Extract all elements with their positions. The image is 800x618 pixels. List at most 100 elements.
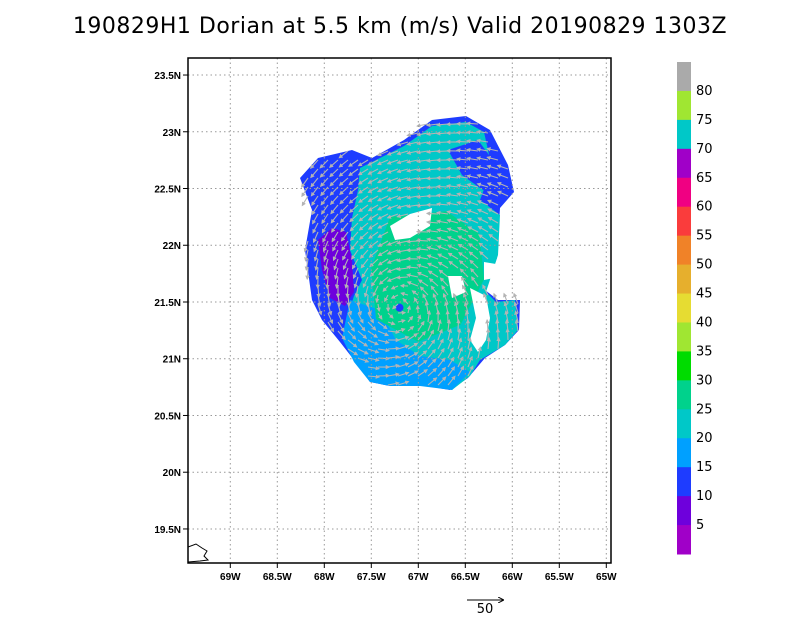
x-tick-label: 68.5W xyxy=(263,572,292,583)
wind-vector xyxy=(496,164,509,170)
wind-vector xyxy=(386,204,399,210)
wind-vector xyxy=(348,195,359,204)
wind-vector xyxy=(342,258,349,271)
wind-vector xyxy=(377,258,389,266)
y-tick-label: 22N xyxy=(163,241,181,252)
wind-vector xyxy=(435,140,449,145)
wind-vector xyxy=(327,303,333,316)
wind-vector xyxy=(456,200,469,206)
wind-vector xyxy=(427,348,436,359)
colorbar-label: 65 xyxy=(696,171,713,186)
wind-vector xyxy=(367,330,379,338)
wind-vector xyxy=(309,159,319,170)
wind-vector xyxy=(487,208,499,215)
wind-vector xyxy=(435,184,449,189)
colorbar-label: 80 xyxy=(696,84,713,99)
wind-vector xyxy=(377,347,390,353)
wind-vector xyxy=(476,156,489,161)
y-tick-label: 23N xyxy=(163,128,181,139)
wind-vector xyxy=(358,213,369,222)
colorbar-segment xyxy=(677,90,691,121)
y-tick-label: 23.5N xyxy=(154,71,181,82)
wind-vector xyxy=(456,209,469,215)
wind-vector xyxy=(437,253,449,260)
wind-vector xyxy=(436,219,449,224)
wind-vector xyxy=(437,347,445,359)
x-tick-label: 66.5W xyxy=(451,572,480,583)
wind-vector xyxy=(305,267,310,281)
wind-vector xyxy=(427,319,433,332)
wind-vector xyxy=(387,329,400,335)
wind-vector xyxy=(357,321,366,332)
wind-vector xyxy=(368,240,379,249)
wind-vector xyxy=(407,333,419,341)
wind-vector xyxy=(327,321,335,333)
wind-vector xyxy=(312,213,319,225)
wind-vector xyxy=(313,249,319,262)
region-blue-ne xyxy=(448,140,512,200)
wind-vector xyxy=(320,204,329,215)
wind-vector xyxy=(447,366,456,377)
wind-vector xyxy=(458,260,469,269)
wind-vector xyxy=(367,177,379,184)
wind-vector xyxy=(377,249,389,257)
wind-vector xyxy=(486,155,499,161)
plot-area xyxy=(188,116,520,563)
wind-vector xyxy=(437,261,449,269)
wind-vector xyxy=(357,339,369,347)
wind-vector xyxy=(447,356,455,368)
wind-vector xyxy=(477,346,482,359)
wind-vector xyxy=(457,356,464,368)
wind-vector xyxy=(339,195,349,205)
wind-vector xyxy=(456,318,461,332)
wind-vector xyxy=(417,320,425,332)
wind-vector xyxy=(476,138,489,143)
wind-vector xyxy=(319,168,329,178)
wind-vector xyxy=(437,357,446,368)
wind-vector xyxy=(363,285,369,298)
wind-vector xyxy=(367,312,374,324)
wind-vector xyxy=(367,168,379,175)
y-tick-label: 19.5N xyxy=(154,525,181,536)
wind-vector xyxy=(341,240,349,252)
colorbar-segment xyxy=(677,293,691,323)
wind-vector xyxy=(352,267,359,280)
wind-vector xyxy=(300,177,309,188)
wind-vector xyxy=(428,277,439,287)
wind-vector xyxy=(427,358,437,368)
wind-vector xyxy=(437,338,444,350)
wind-vector xyxy=(349,213,359,223)
wind-vector xyxy=(427,367,438,377)
wind-vector xyxy=(406,281,419,287)
wind-vector xyxy=(370,276,379,287)
wind-vector xyxy=(446,210,459,215)
wind-vector xyxy=(467,355,473,368)
data-gap xyxy=(390,208,432,240)
wind-vector xyxy=(312,222,319,234)
wind-vector xyxy=(466,165,479,170)
wind-vector xyxy=(377,240,389,247)
wind-vector xyxy=(311,195,319,207)
wind-vector xyxy=(477,217,489,224)
colorbar-label: 50 xyxy=(696,258,713,273)
wind-vector xyxy=(387,354,400,360)
wind-vector xyxy=(319,177,329,188)
wind-vector xyxy=(447,328,453,341)
wind-vector xyxy=(446,218,459,224)
wind-vector xyxy=(416,271,429,278)
colorbar-label: 40 xyxy=(696,315,713,330)
wind-vector xyxy=(322,231,329,243)
wind-vector xyxy=(407,342,419,350)
wind-vector xyxy=(397,371,410,377)
wind-vector xyxy=(427,377,438,386)
wind-vector xyxy=(411,290,419,296)
wind-vector xyxy=(427,262,439,269)
wind-vector xyxy=(486,191,499,197)
wind-vector xyxy=(467,365,474,377)
x-tick-label: 67W xyxy=(408,572,429,583)
wind-vector xyxy=(310,177,319,188)
wind-vector xyxy=(347,339,358,348)
wind-vector xyxy=(372,285,379,297)
wind-vector xyxy=(386,168,399,174)
wind-vector xyxy=(347,321,355,332)
